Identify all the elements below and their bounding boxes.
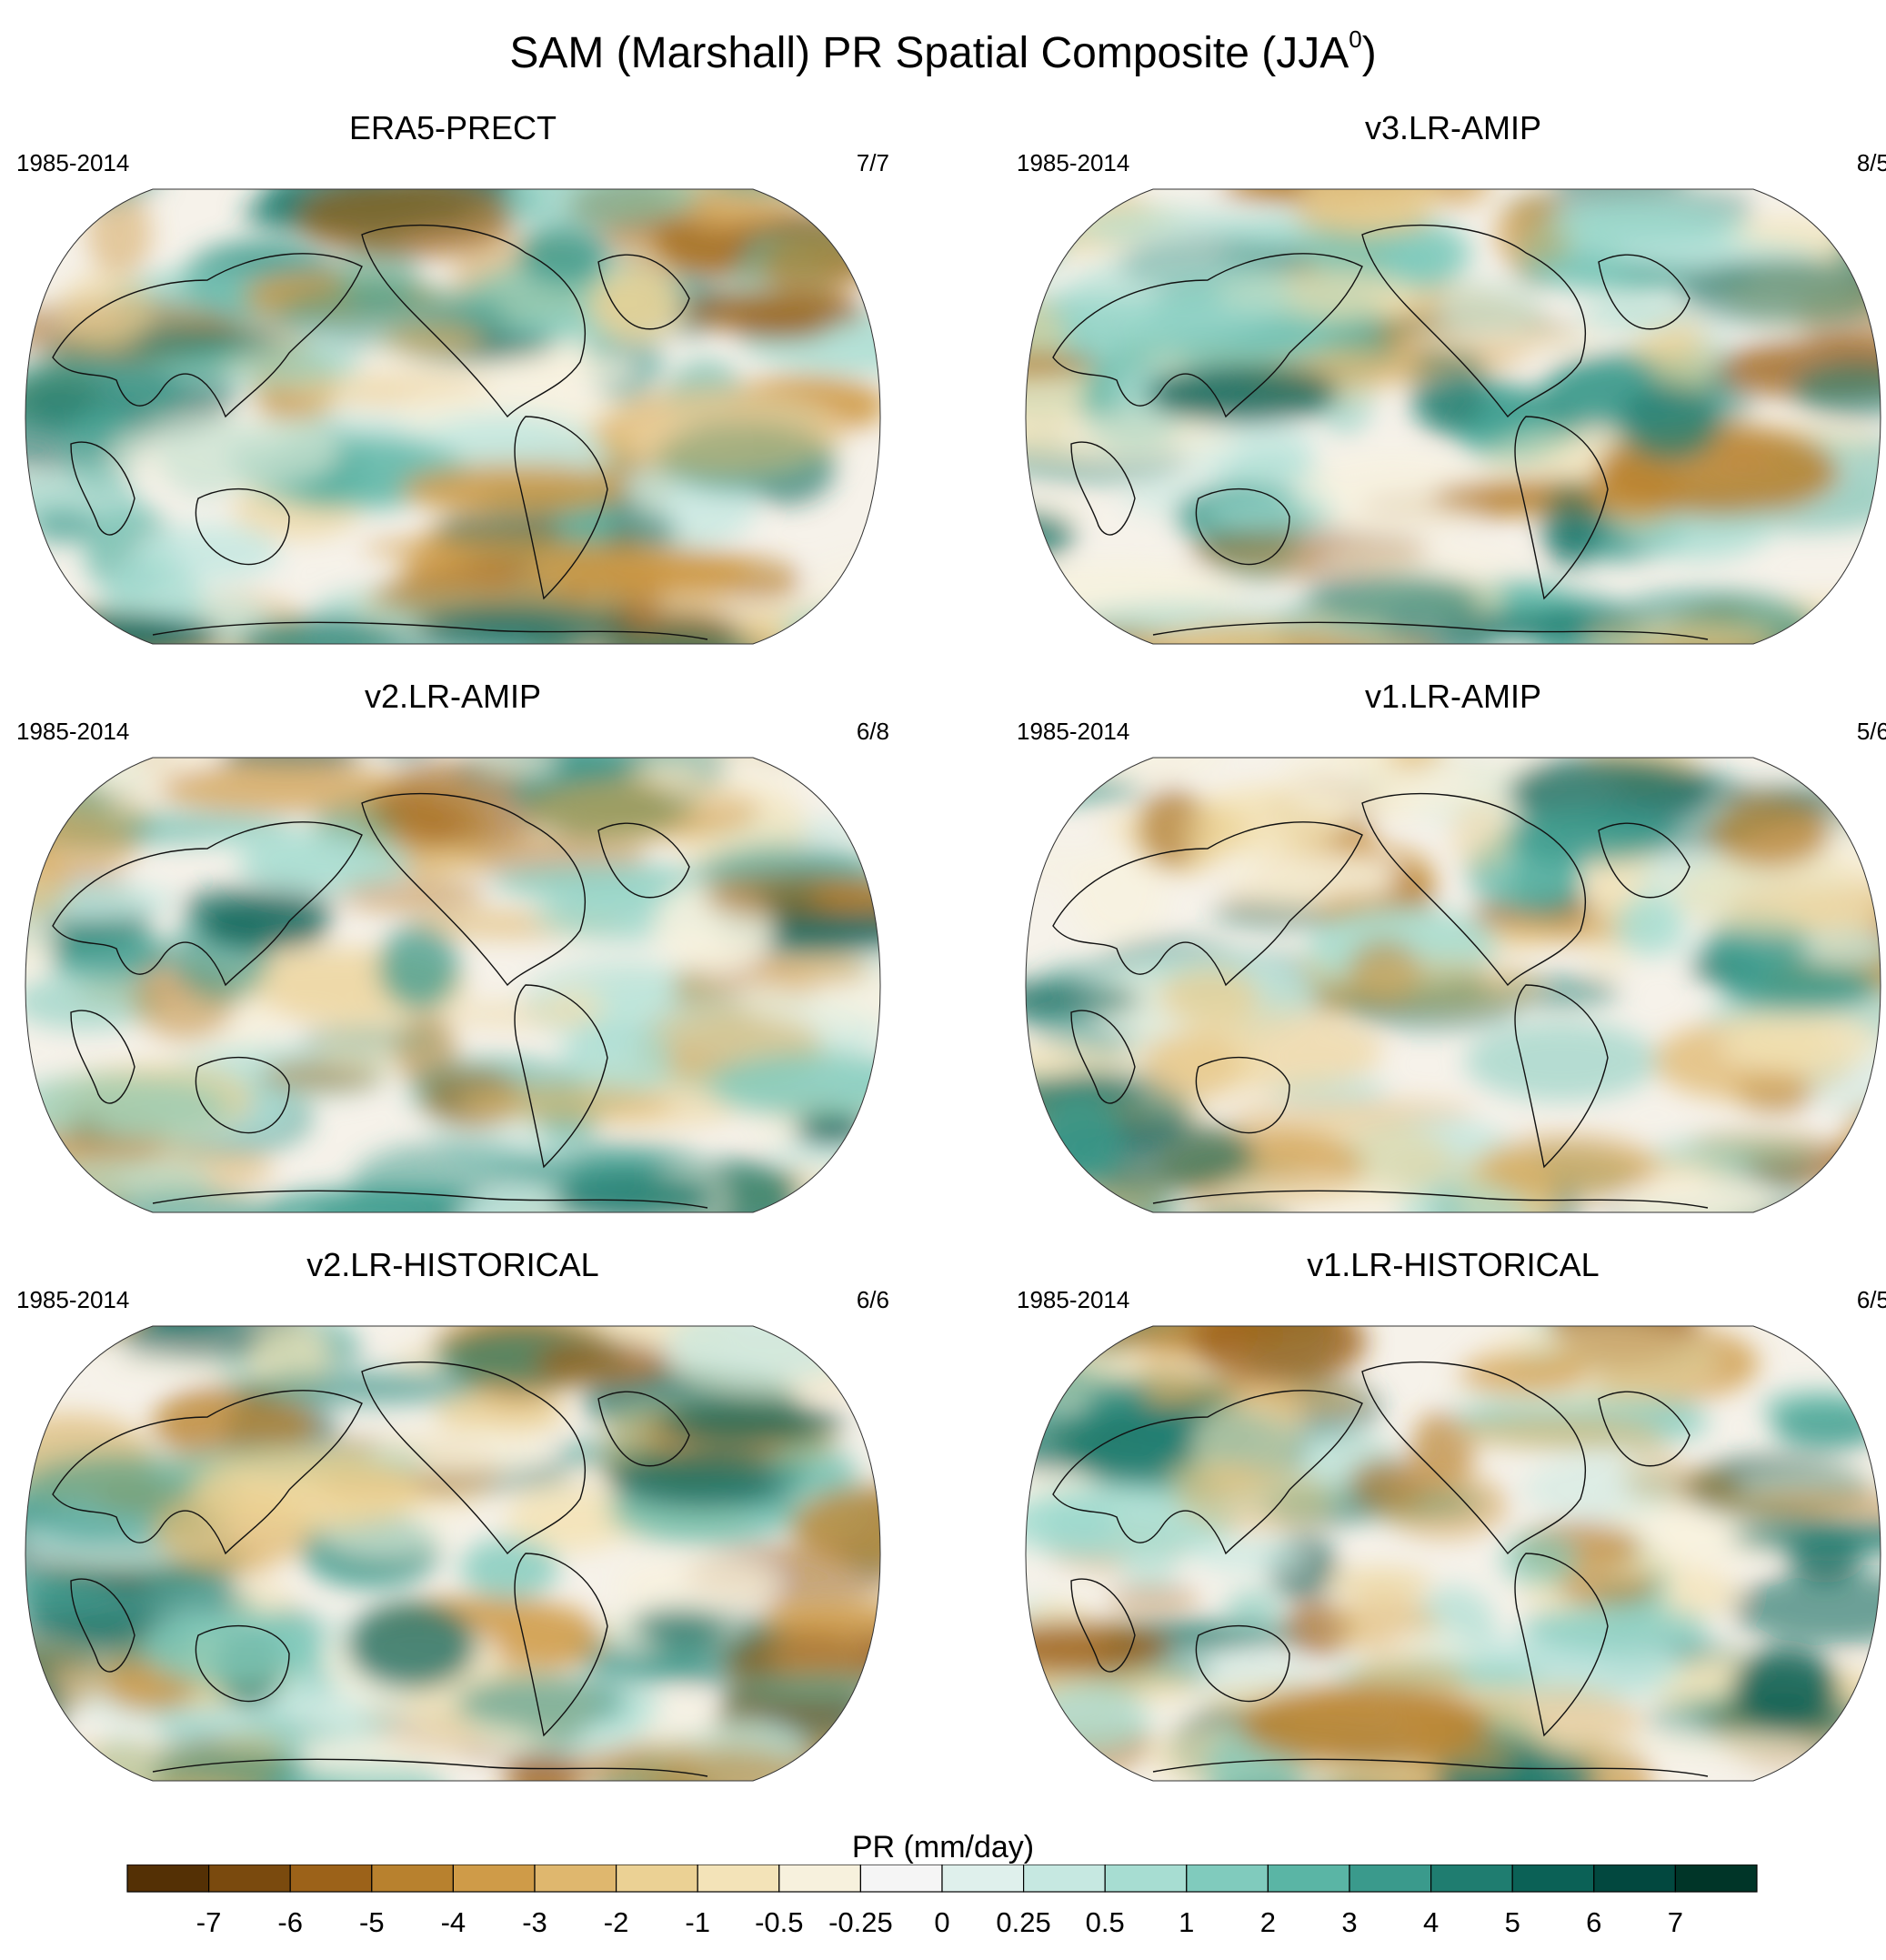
colorbar-tick-label: -6 bbox=[277, 1906, 303, 1938]
colorbar-tick-label: 4 bbox=[1423, 1906, 1439, 1938]
colorbar-tick-label: 3 bbox=[1341, 1906, 1357, 1938]
panel-count: 8/5 bbox=[1856, 149, 1886, 176]
colorbar-swatch bbox=[615, 1865, 698, 1893]
colorbar-swatch bbox=[859, 1865, 943, 1893]
colorbar-tick-label: -7 bbox=[196, 1906, 222, 1938]
colorbar-tick-label: -1 bbox=[685, 1906, 710, 1938]
panel-count: 6/8 bbox=[856, 718, 889, 745]
panel-years: 1985-2014 bbox=[16, 718, 130, 745]
colorbar-tick-label: -0.5 bbox=[755, 1906, 803, 1938]
panel-v3-lr-amip: v3.LR-AMIP 1985-2014 8/5 bbox=[1017, 109, 1886, 655]
figure-title: SAM (Marshall) PR Spatial Composite (JJA… bbox=[509, 25, 1377, 77]
precip-map bbox=[25, 188, 881, 645]
colorbar-swatch bbox=[126, 1865, 210, 1893]
panel-title: v2.LR-AMIP bbox=[364, 678, 542, 715]
colorbar-swatch bbox=[208, 1865, 291, 1893]
panel-v2-lr-historical: v2.LR-HISTORICAL 1985-2014 6/6 bbox=[16, 1246, 889, 1792]
colorbar-swatch bbox=[1022, 1865, 1106, 1893]
panel-years: 1985-2014 bbox=[16, 1286, 130, 1313]
colorbar-tick-label: 1 bbox=[1179, 1906, 1194, 1938]
panel-years: 1985-2014 bbox=[1017, 1286, 1130, 1313]
panel-count: 5/6 bbox=[1856, 718, 1886, 745]
precip-map bbox=[1025, 188, 1881, 645]
colorbar-swatch bbox=[534, 1865, 617, 1893]
colorbar-tick-label: -0.25 bbox=[828, 1906, 893, 1938]
colorbar-tick-label: 0.5 bbox=[1086, 1906, 1125, 1938]
colorbar-swatch bbox=[1674, 1865, 1758, 1893]
precip-map bbox=[25, 1325, 881, 1782]
precip-map bbox=[1025, 1325, 1881, 1782]
colorbar-tick-label: -3 bbox=[522, 1906, 547, 1938]
colorbar-tick-label: 0 bbox=[934, 1906, 949, 1938]
colorbar-swatch bbox=[1186, 1865, 1269, 1893]
colorbar-swatch bbox=[371, 1865, 454, 1893]
colorbar-tick-label: 0.25 bbox=[996, 1906, 1050, 1938]
colorbar-swatch bbox=[1593, 1865, 1677, 1893]
colorbar-swatch bbox=[1349, 1865, 1432, 1893]
colorbar-swatch bbox=[1430, 1865, 1513, 1893]
panel-v1-lr-amip: v1.LR-AMIP 1985-2014 5/6 bbox=[1017, 678, 1886, 1223]
colorbar-swatch bbox=[452, 1865, 536, 1893]
panel-years: 1985-2014 bbox=[1017, 149, 1130, 176]
panel-v1-lr-historical: v1.LR-HISTORICAL 1985-2014 6/5 bbox=[1017, 1246, 1886, 1792]
colorbar-tick-label: -5 bbox=[359, 1906, 385, 1938]
colorbar-swatch bbox=[1104, 1865, 1188, 1893]
panel-count: 6/6 bbox=[856, 1286, 889, 1313]
colorbar-title: PR (mm/day) bbox=[851, 1830, 1035, 1865]
colorbar-tick-label: 5 bbox=[1505, 1906, 1520, 1938]
colorbar-swatch bbox=[289, 1865, 373, 1893]
panel-v2-lr-amip: v2.LR-AMIP 1985-2014 6/8 bbox=[16, 678, 889, 1223]
colorbar: -7 -6 -5 -4 -3 -2 -1 -0.5 -0.25 0 0.25 0.5 1 2 3 4 5 6 7 bbox=[126, 1865, 1758, 1938]
panel-title: v1.LR-AMIP bbox=[1364, 678, 1542, 715]
precip-map bbox=[25, 757, 881, 1213]
panel-title: ERA5-PRECT bbox=[348, 109, 557, 146]
colorbar-tick-label: -4 bbox=[441, 1906, 466, 1938]
colorbar-tick-label: 2 bbox=[1260, 1906, 1276, 1938]
precip-map bbox=[1025, 757, 1881, 1213]
colorbar-swatch bbox=[1511, 1865, 1595, 1893]
colorbar-swatch bbox=[778, 1865, 861, 1893]
panel-era5-prect: ERA5-PRECT 1985-2014 7/7 bbox=[16, 109, 889, 655]
colorbar-swatch bbox=[1267, 1865, 1350, 1893]
colorbar-tick-label: 7 bbox=[1668, 1906, 1683, 1938]
colorbar-swatch bbox=[697, 1865, 780, 1893]
panel-title: v3.LR-AMIP bbox=[1364, 109, 1542, 146]
panel-count: 6/5 bbox=[1856, 1286, 1886, 1313]
panel-title: v2.LR-HISTORICAL bbox=[306, 1246, 599, 1283]
colorbar-tick-label: 6 bbox=[1586, 1906, 1601, 1938]
panel-years: 1985-2014 bbox=[1017, 718, 1130, 745]
panel-years: 1985-2014 bbox=[16, 149, 130, 176]
panel-title: v1.LR-HISTORICAL bbox=[1307, 1246, 1600, 1283]
colorbar-swatch bbox=[941, 1865, 1025, 1893]
colorbar-tick-label: -2 bbox=[604, 1906, 629, 1938]
panel-count: 7/7 bbox=[856, 149, 889, 176]
